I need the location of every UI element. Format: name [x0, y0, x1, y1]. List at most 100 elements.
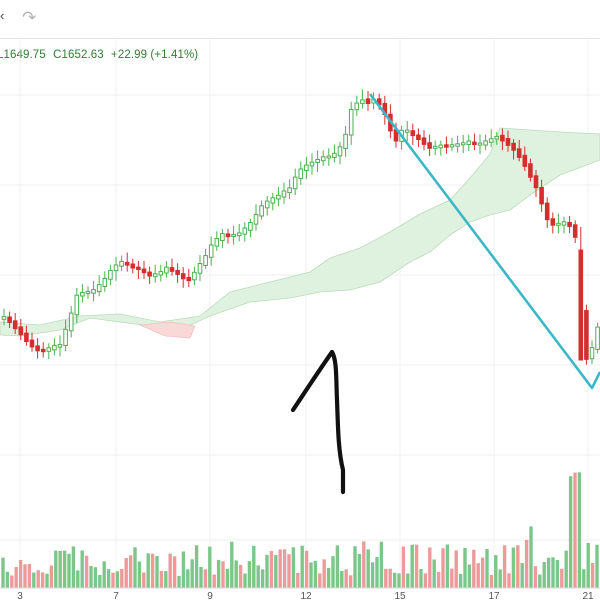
- candle-body: [119, 260, 124, 267]
- candle-body: [522, 154, 528, 167]
- volume-bar: [419, 569, 423, 588]
- candle-body: [158, 271, 164, 276]
- candle-body: [298, 168, 304, 179]
- candle-body: [416, 134, 421, 140]
- candle-body: [270, 197, 276, 204]
- candle-body: [220, 233, 225, 242]
- volume-bar: [313, 560, 318, 588]
- candle-body: [589, 347, 595, 360]
- x-axis: 3 7 9 12 15 17 21: [0, 587, 600, 600]
- volume-bar: [221, 561, 225, 588]
- candle-body: [337, 146, 343, 157]
- x-tick-label: 15: [394, 591, 406, 600]
- volume-bar: [260, 569, 265, 588]
- candle-body: [410, 130, 416, 137]
- candle-body: [287, 187, 292, 194]
- volume-bar: [445, 544, 450, 588]
- volume-bar: [322, 559, 326, 588]
- volume-bar: [335, 545, 340, 588]
- candle-body: [320, 156, 326, 162]
- candle-body: [360, 99, 365, 104]
- candle-body: [63, 328, 68, 346]
- candle-body: [421, 137, 427, 145]
- redo-icon[interactable]: ↷: [22, 8, 37, 27]
- volume-bar: [40, 572, 45, 588]
- toolbar-truncated-text: ‹: [0, 8, 5, 23]
- x-tick-label: 21: [582, 591, 594, 600]
- candle-body: [124, 261, 130, 266]
- candle-body: [264, 200, 270, 209]
- volume-bar: [392, 572, 397, 588]
- volume-bar: [199, 567, 203, 588]
- cloud-green-area: [0, 127, 600, 337]
- volume-bar: [1, 557, 5, 588]
- candle-body: [7, 316, 12, 323]
- x-tick-label: 12: [300, 591, 312, 600]
- candle-body: [539, 187, 544, 205]
- volume-bar: [49, 565, 54, 588]
- volume-bar: [58, 551, 62, 588]
- candle-body: [208, 244, 214, 258]
- volume-bar: [366, 549, 370, 588]
- candle-body: [35, 345, 40, 352]
- volume-bar: [480, 557, 485, 588]
- volume-bar: [208, 546, 212, 588]
- volume-bar: [234, 560, 238, 588]
- volume-bars: [1, 472, 599, 588]
- candle-body: [147, 271, 152, 277]
- volume-bar: [485, 549, 489, 588]
- volume-bar: [238, 564, 243, 588]
- volume-bar: [10, 575, 14, 588]
- volume-bar: [582, 569, 586, 588]
- volume-bar: [194, 545, 199, 588]
- volume-bar: [586, 543, 590, 588]
- volume-bar: [384, 568, 388, 588]
- volume-bar: [212, 574, 216, 588]
- volume-bar: [441, 548, 445, 588]
- volume-bar: [36, 570, 40, 588]
- candle-body: [12, 320, 18, 330]
- candle-body: [192, 271, 197, 281]
- candle-body: [511, 142, 516, 151]
- volume-bar: [511, 547, 516, 588]
- volume-bar: [124, 558, 128, 588]
- volume-bar: [560, 568, 564, 588]
- volume-bar: [155, 556, 159, 588]
- volume-bar: [120, 568, 124, 588]
- ohlc-legend: L1649.75 C1652.63 +22.99 (+1.41%): [0, 49, 202, 61]
- candle-body: [175, 269, 180, 275]
- volume-bar: [269, 551, 274, 588]
- volume-bar: [54, 550, 58, 588]
- candle-body: [326, 155, 332, 159]
- volume-bar: [472, 549, 476, 588]
- volume-bar: [84, 555, 89, 588]
- candle-body: [136, 266, 141, 271]
- candle-body: [438, 144, 444, 149]
- candle-body: [516, 148, 522, 158]
- candle-body: [432, 145, 438, 149]
- volume-bar: [265, 554, 269, 588]
- volume-bar: [76, 570, 80, 588]
- volume-bar: [476, 563, 480, 588]
- chart-toolbar: ‹ ↷: [0, 0, 600, 39]
- volume-bar: [142, 572, 146, 588]
- candle-body: [304, 164, 309, 172]
- volume-bar: [172, 556, 177, 588]
- candle-body: [130, 263, 136, 269]
- candle-body: [528, 163, 533, 178]
- volume-bar: [296, 572, 300, 588]
- candle-body: [152, 273, 158, 278]
- volume-bar: [538, 574, 542, 588]
- candle-body: [164, 266, 169, 274]
- volume-bar: [203, 569, 208, 588]
- candle-body: [500, 134, 505, 142]
- candle-body: [556, 222, 561, 226]
- volume-bar: [27, 564, 32, 588]
- candle-body: [113, 264, 119, 272]
- candle-body: [197, 263, 203, 274]
- candle-body: [52, 344, 57, 351]
- volume-bar: [458, 573, 463, 588]
- volume-bar: [247, 561, 252, 588]
- candle-body: [80, 292, 85, 297]
